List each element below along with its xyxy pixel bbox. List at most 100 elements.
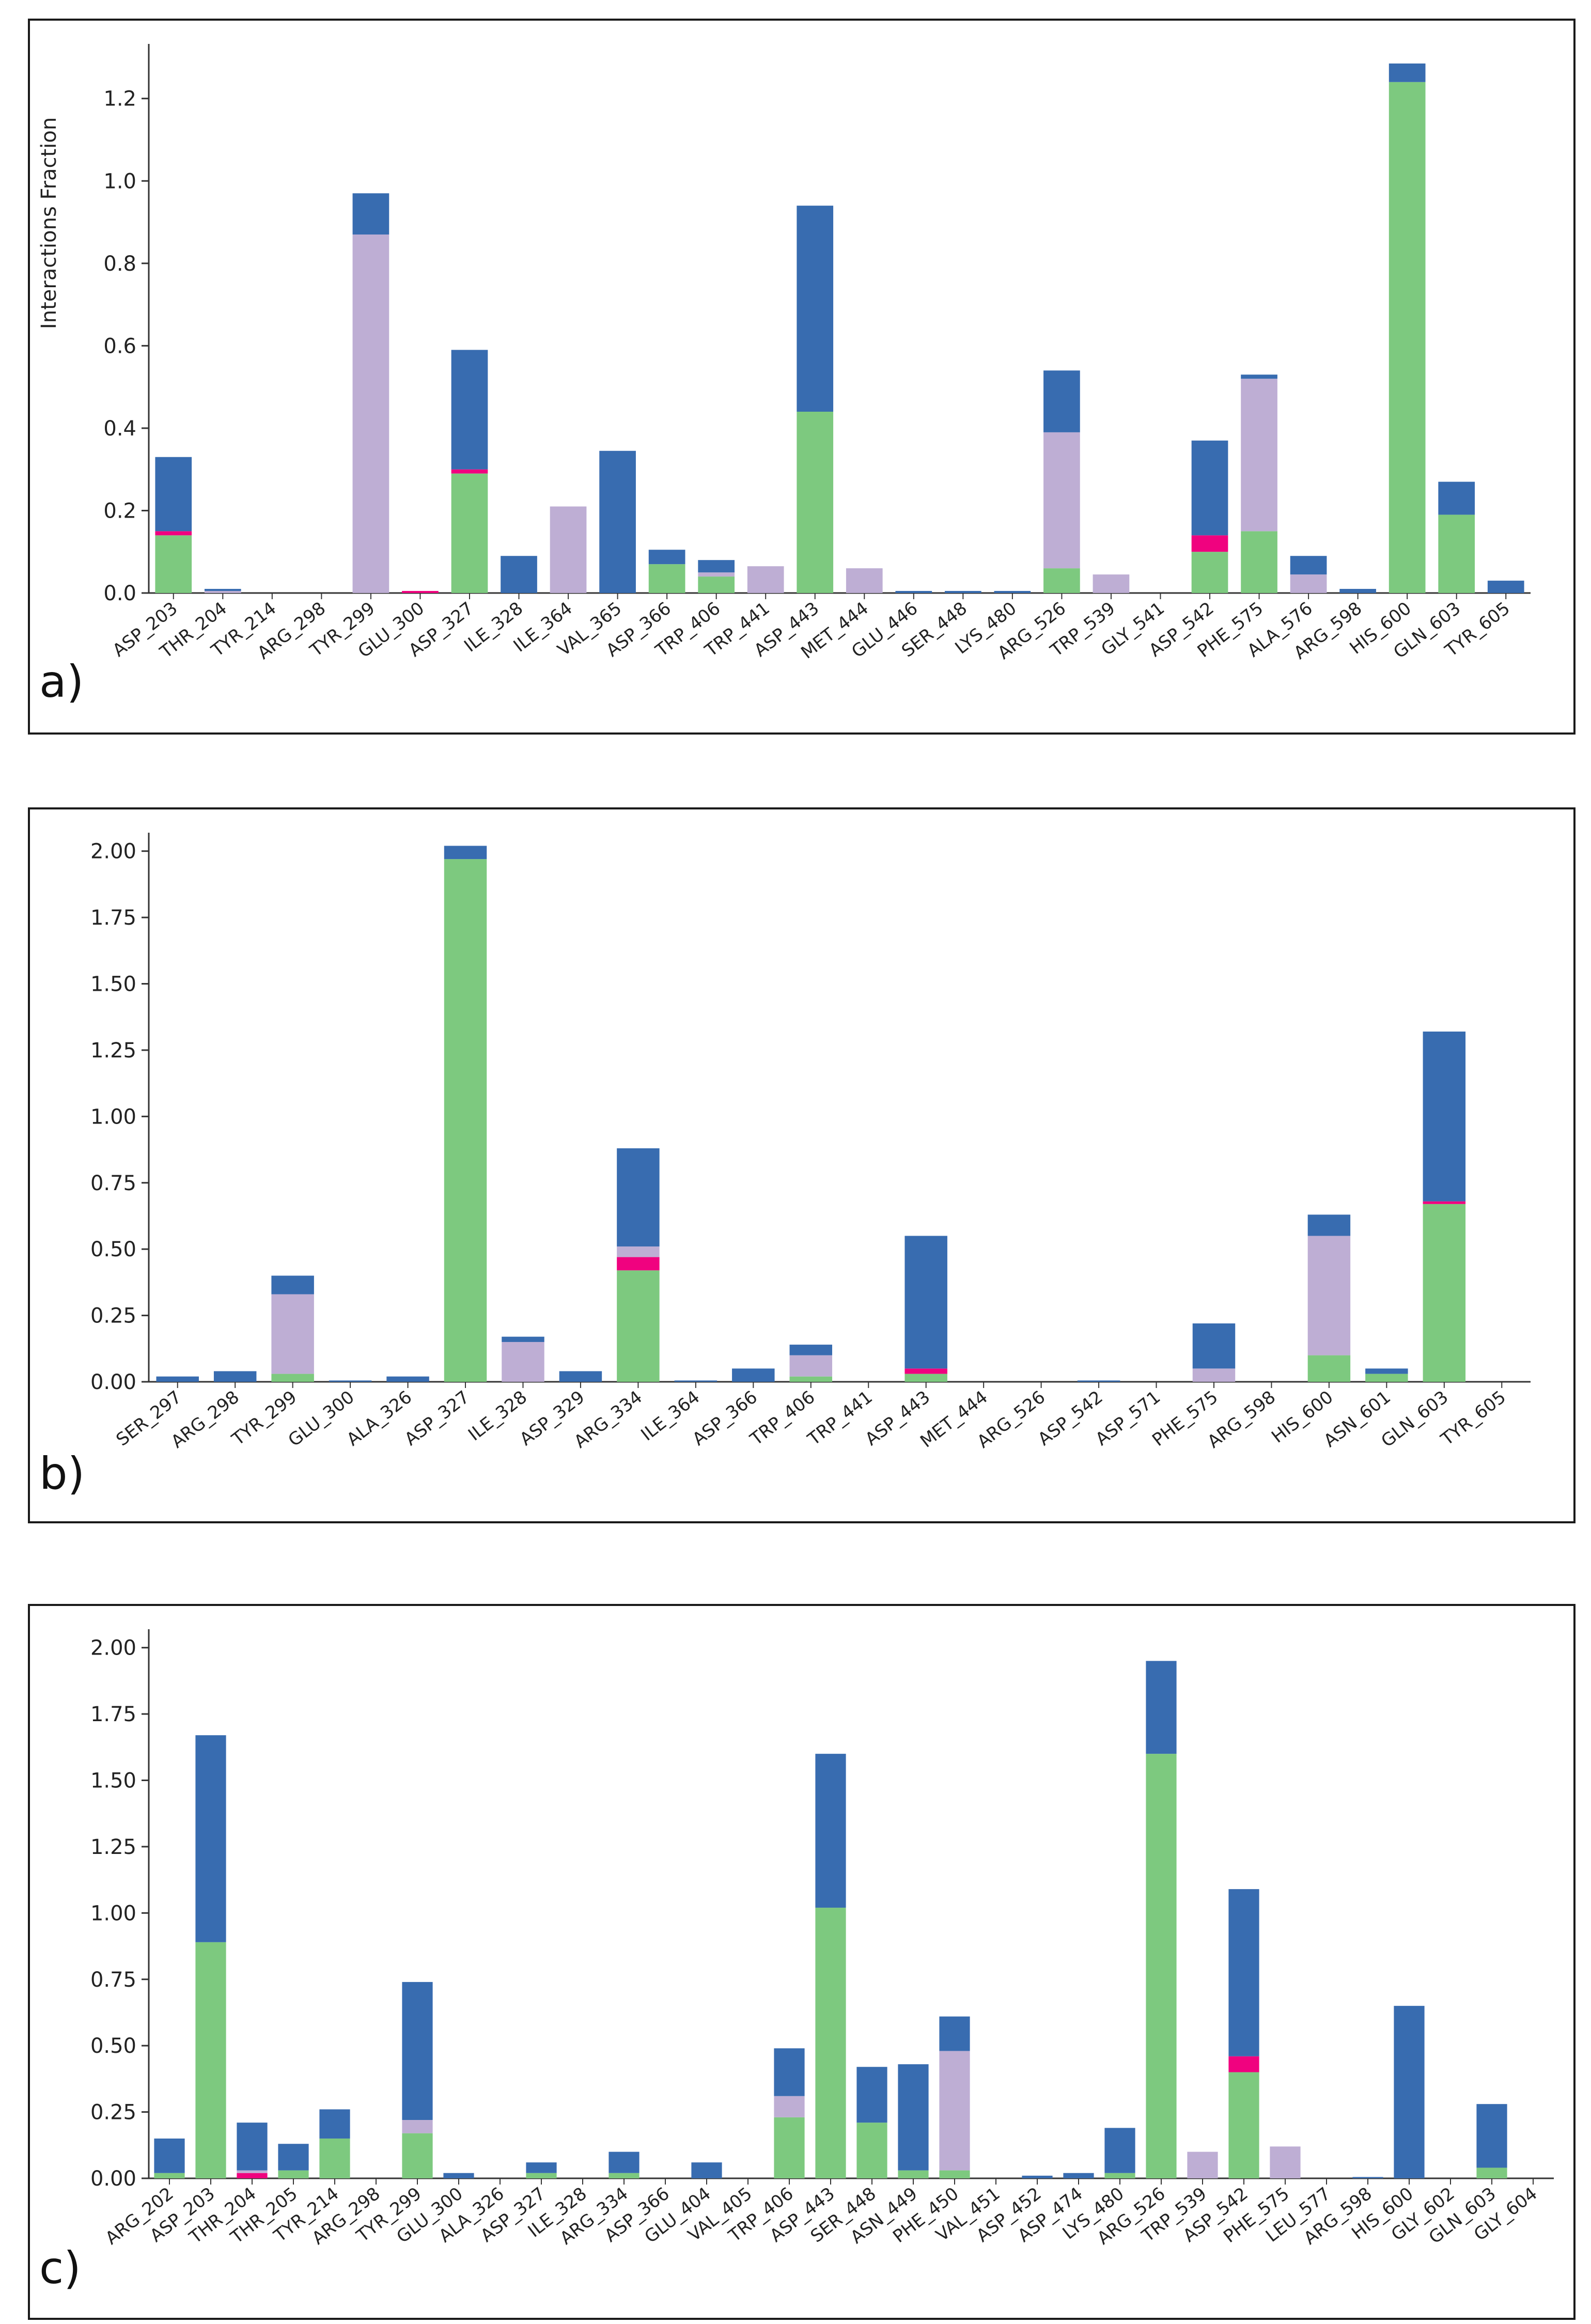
y-tick-label: 1.0 <box>103 169 136 193</box>
bar-h-bonds-gln_603 <box>1438 514 1475 593</box>
y-tick-label: 1.00 <box>90 1105 136 1129</box>
bar-water-bridges-asn_449 <box>898 2064 929 2171</box>
bar-h-bonds-asp_203 <box>155 535 192 593</box>
bar-water-bridges-asp_474 <box>1063 2173 1094 2178</box>
bar-h-bonds-thr_205 <box>278 2170 309 2178</box>
bar-water-bridges-arg_526 <box>1043 370 1080 432</box>
bar-water-bridges-arg_598 <box>1339 589 1376 593</box>
panel-c: 0.00 0.25 0.50 0.75 1.00 1.25 1.50 1.75 2.00 ARG_… <box>28 1604 1576 2320</box>
bar-h-bonds-gln_603 <box>1423 1204 1466 1382</box>
bar-ionic-asp_327 <box>451 469 488 474</box>
bar-h-bonds-asn_449 <box>898 2170 929 2178</box>
bar-water-bridges-trp_406 <box>774 2048 805 2096</box>
bar-h-bonds-asp_327 <box>451 473 488 593</box>
bar-h-bonds-asp_542 <box>1228 2072 1259 2178</box>
bar-water-bridges-phe_450 <box>939 2016 970 2051</box>
bar-water-bridges-glu_300 <box>329 1380 372 1382</box>
bar-hydrophobic-thr_204 <box>237 2170 268 2173</box>
y-tick-label: 0.0 <box>103 582 136 605</box>
bar-water-bridges-thr_204 <box>204 589 241 591</box>
bar-water-bridges-asp_542 <box>1191 440 1228 536</box>
bar-water-bridges-val_365 <box>599 450 636 593</box>
bar-h-bonds-trp_406 <box>774 2117 805 2178</box>
bar-h-bonds-lys_480 <box>1104 2173 1135 2178</box>
y-tick-label: 0.75 <box>90 1968 136 1992</box>
panel-a-label: a) <box>39 656 84 708</box>
bar-water-bridges-asp_443 <box>815 1754 846 1908</box>
bar-hydrophobic-trp_539 <box>1093 574 1130 593</box>
bar-water-bridges-arg_598 <box>1352 2177 1383 2178</box>
y-tick-label: 0.75 <box>90 1172 136 1195</box>
bar-water-bridges-ile_328 <box>502 1336 544 1342</box>
y-tick-label: 1.50 <box>90 973 136 996</box>
bar-water-bridges-his_600 <box>1307 1214 1351 1236</box>
bar-water-bridges-asp_542 <box>1228 1889 1259 2056</box>
bar-ionic-arg_334 <box>617 1257 660 1271</box>
bar-h-bonds-tyr_214 <box>319 2138 350 2178</box>
x-tick-label: TRP_406 <box>746 1387 819 1450</box>
y-tick-label: 1.50 <box>90 1769 136 1793</box>
bar-water-bridges-tyr_299 <box>402 1982 433 2120</box>
panel-c-label: c) <box>39 2242 81 2294</box>
bar-hydrophobic-trp_406 <box>789 1355 833 1377</box>
x-tick-label: ALA_326 <box>343 1387 416 1450</box>
bar-hydrophobic-thr_204 <box>204 591 241 593</box>
bar-ionic-glu_300 <box>402 591 439 593</box>
bar-water-bridges-trp_406 <box>698 560 735 573</box>
x-tick-label: TYR_605 <box>1437 1387 1510 1450</box>
bar-water-bridges-glu_404 <box>691 2162 722 2178</box>
bar-water-bridges-asp_366 <box>732 1368 775 1382</box>
bar-hydrophobic-his_600 <box>1307 1236 1351 1355</box>
bar-water-bridges-tyr_605 <box>1487 581 1524 593</box>
bar-water-bridges-asp_366 <box>648 550 685 565</box>
y-tick-label: 0.50 <box>90 1238 136 1261</box>
bar-hydrophobic-trp_441 <box>747 566 784 593</box>
x-tick-label: ASP_327 <box>401 1387 474 1450</box>
bar-water-bridges-tyr_214 <box>319 2109 350 2139</box>
bar-ionic-asp_443 <box>904 1368 947 1374</box>
bar-h-bonds-trp_406 <box>789 1376 833 1382</box>
bar-hydrophobic-phe_575 <box>1270 2146 1301 2178</box>
bar-hydrophobic-phe_450 <box>939 2051 970 2171</box>
bar-h-bonds-asp_327 <box>526 2173 557 2178</box>
bar-h-bonds-asp_327 <box>444 859 487 1382</box>
y-tick-label: 0.2 <box>103 499 136 523</box>
bar-h-bonds-ser_448 <box>856 2123 887 2178</box>
bar-water-bridges-asp_452 <box>1022 2175 1053 2178</box>
bar-h-bonds-his_600 <box>1389 82 1426 593</box>
bar-water-bridges-thr_204 <box>237 2123 268 2171</box>
bar-h-bonds-asp_443 <box>815 1908 846 2178</box>
bar-h-bonds-arg_202 <box>154 2173 185 2178</box>
bar-water-bridges-ser_448 <box>856 2067 887 2123</box>
bar-water-bridges-lys_480 <box>994 591 1031 593</box>
y-tick-label: 0.8 <box>103 252 136 276</box>
y-tick-label: 1.25 <box>90 1835 136 1859</box>
chart-c: 0.000.250.500.751.001.251.501.752.00ARG_… <box>90 1629 1554 2249</box>
y-tick-label: 0.25 <box>90 1304 136 1328</box>
panel-b-label: b) <box>39 1448 85 1500</box>
bar-water-bridges-ala_576 <box>1290 556 1327 575</box>
bar-water-bridges-ile_364 <box>674 1380 717 1382</box>
bar-h-bonds-asn_601 <box>1365 1374 1408 1382</box>
y-axis-title: Interactions Fraction <box>37 117 61 329</box>
bar-h-bonds-arg_526 <box>1146 1754 1177 2178</box>
bar-h-bonds-asp_366 <box>648 564 685 593</box>
bar-h-bonds-arg_526 <box>1043 568 1080 593</box>
bar-water-bridges-ile_328 <box>501 556 537 593</box>
bar-water-bridges-his_600 <box>1389 63 1426 82</box>
bar-water-bridges-trp_406 <box>789 1345 833 1355</box>
bar-hydrophobic-arg_526 <box>1043 432 1080 569</box>
bar-water-bridges-glu_446 <box>895 591 932 593</box>
y-tick-label: 0.00 <box>90 2167 136 2191</box>
bar-water-bridges-asp_203 <box>155 457 192 532</box>
panel-a: 0.0 0.2 0.4 0.6 0.8 1.0 1.2 Interactions Fracti… <box>28 19 1576 735</box>
x-tick-label: TRP_441 <box>804 1387 877 1450</box>
y-tick-label: 1.25 <box>90 1039 136 1063</box>
bar-water-bridges-asp_443 <box>797 206 834 412</box>
bar-water-bridges-asp_327 <box>526 2162 557 2173</box>
chart-a: 0.0 0.2 0.4 0.6 0.8 1.0 1.2 Interactions Fracti… <box>37 44 1531 664</box>
bar-h-bonds-his_600 <box>1307 1355 1351 1382</box>
y-tick-label: 1.00 <box>90 1901 136 1925</box>
bar-water-bridges-asp_203 <box>195 1735 226 1942</box>
x-tick-label: ASP_366 <box>689 1387 761 1450</box>
